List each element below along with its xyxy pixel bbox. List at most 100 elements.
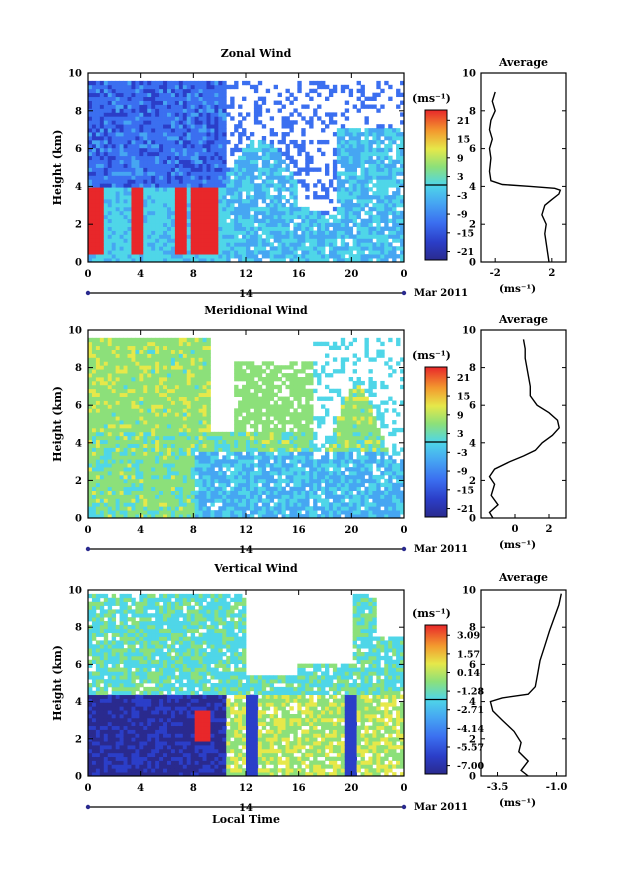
heatmap-cell (174, 187, 180, 192)
heatmap-cell (198, 187, 203, 192)
heatmap-cell (147, 250, 152, 255)
heatmap-cell (135, 463, 140, 468)
heatmap-cell (230, 206, 235, 212)
heatmap-cell (186, 514, 192, 519)
heatmap-cell (155, 416, 160, 421)
heatmap-cell (103, 226, 109, 231)
heatmap-cell (368, 242, 373, 247)
heatmap-cell (218, 490, 223, 495)
heatmap-cell (99, 214, 105, 220)
heatmap-cell (170, 471, 176, 476)
heatmap-cell (103, 377, 109, 382)
heatmap-cell (190, 349, 196, 354)
heatmap-cell (182, 408, 188, 413)
heatmap-cell (400, 258, 405, 263)
heatmap-cell (143, 451, 148, 456)
heatmap-cell (253, 250, 259, 255)
heatmap-cell (392, 199, 397, 204)
heatmap-cell (265, 147, 271, 153)
heatmap-cell (95, 396, 101, 401)
heatmap-cell (127, 369, 132, 374)
heatmap-cell (293, 206, 298, 212)
heatmap-cell (242, 384, 247, 390)
heatmap-cell (265, 514, 271, 519)
heatmap-cell (277, 416, 282, 421)
heatmap-cell (246, 254, 251, 259)
heatmap-cell (218, 238, 223, 243)
heatmap-cell (257, 443, 263, 448)
heatmap-cell (348, 92, 354, 98)
heatmap-cell (317, 80, 322, 86)
heatmap-cell (155, 92, 160, 98)
heatmap-cell (147, 92, 152, 98)
heatmap-cell (99, 116, 105, 121)
heatmap-cell (91, 396, 97, 401)
heatmap-cell (352, 242, 357, 247)
heatmap-cell (135, 159, 140, 164)
heatmap-cell (194, 408, 199, 413)
heatmap-cell (135, 384, 140, 390)
heatmap-cell (178, 345, 184, 350)
heatmap-cell (309, 159, 314, 164)
heatmap-cell (155, 214, 160, 220)
heatmap-cell (210, 447, 215, 452)
heatmap-cell (273, 187, 278, 192)
heatmap-cell (190, 187, 196, 192)
heatmap-cell (253, 234, 259, 239)
heatmap-cell (190, 139, 196, 145)
heatmap-cell (111, 226, 117, 231)
heatmap-cell (135, 349, 140, 354)
heatmap-cell (135, 439, 140, 444)
heatmap-cell (206, 96, 211, 101)
heatmap-cell (265, 463, 271, 468)
heatmap-cell (194, 455, 199, 460)
heatmap-cell (269, 514, 275, 519)
heatmap-cell (206, 136, 211, 141)
heatmap-cell (127, 463, 132, 468)
heatmap-cell (285, 151, 290, 157)
heatmap-cell (222, 206, 227, 212)
heatmap-cell (321, 242, 326, 247)
heatmap-cell (293, 171, 298, 176)
heatmap-cell (115, 408, 120, 413)
heatmap-cell (289, 183, 294, 188)
heatmap-cell (115, 124, 120, 129)
heatmap-cell (253, 416, 259, 421)
heatmap-cell (139, 482, 144, 488)
heatmap-cell (131, 357, 136, 362)
heatmap-cell (115, 175, 120, 180)
heatmap-cell (178, 96, 184, 101)
heatmap-cell (392, 132, 397, 137)
heatmap-cell (269, 463, 275, 468)
heatmap-cell (115, 120, 120, 125)
heatmap-cell (344, 250, 350, 255)
heatmap-cell (103, 250, 109, 255)
heatmap-cell (246, 400, 251, 405)
heatmap-cell (210, 230, 215, 235)
heatmap-cell (325, 187, 330, 192)
heatmap-cell (281, 139, 286, 145)
heatmap-cell (368, 132, 373, 137)
heatmap-cell (313, 230, 318, 235)
heatmap-cell (242, 377, 247, 382)
heatmap-cell (131, 108, 136, 113)
heatmap-cell (155, 373, 160, 378)
heatmap-cell (131, 404, 136, 409)
heatmap-cell (348, 167, 354, 172)
heatmap-cell (273, 206, 278, 212)
heatmap-cell (115, 439, 120, 444)
heatmap-cell (246, 183, 251, 188)
heatmap-cell (289, 218, 294, 224)
heatmap-cell (182, 214, 188, 220)
heatmap-cell (107, 337, 113, 343)
heatmap-cell (99, 384, 105, 390)
heatmap-cell (127, 167, 132, 172)
heatmap-cell (159, 498, 164, 503)
heatmap-cell (143, 412, 148, 417)
heatmap-cell (230, 471, 235, 476)
heatmap-cell (198, 116, 203, 121)
heatmap-cell (163, 222, 168, 227)
heatmap-cell (131, 254, 136, 259)
heatmap-cell (131, 486, 136, 491)
heatmap-cell (301, 104, 306, 109)
